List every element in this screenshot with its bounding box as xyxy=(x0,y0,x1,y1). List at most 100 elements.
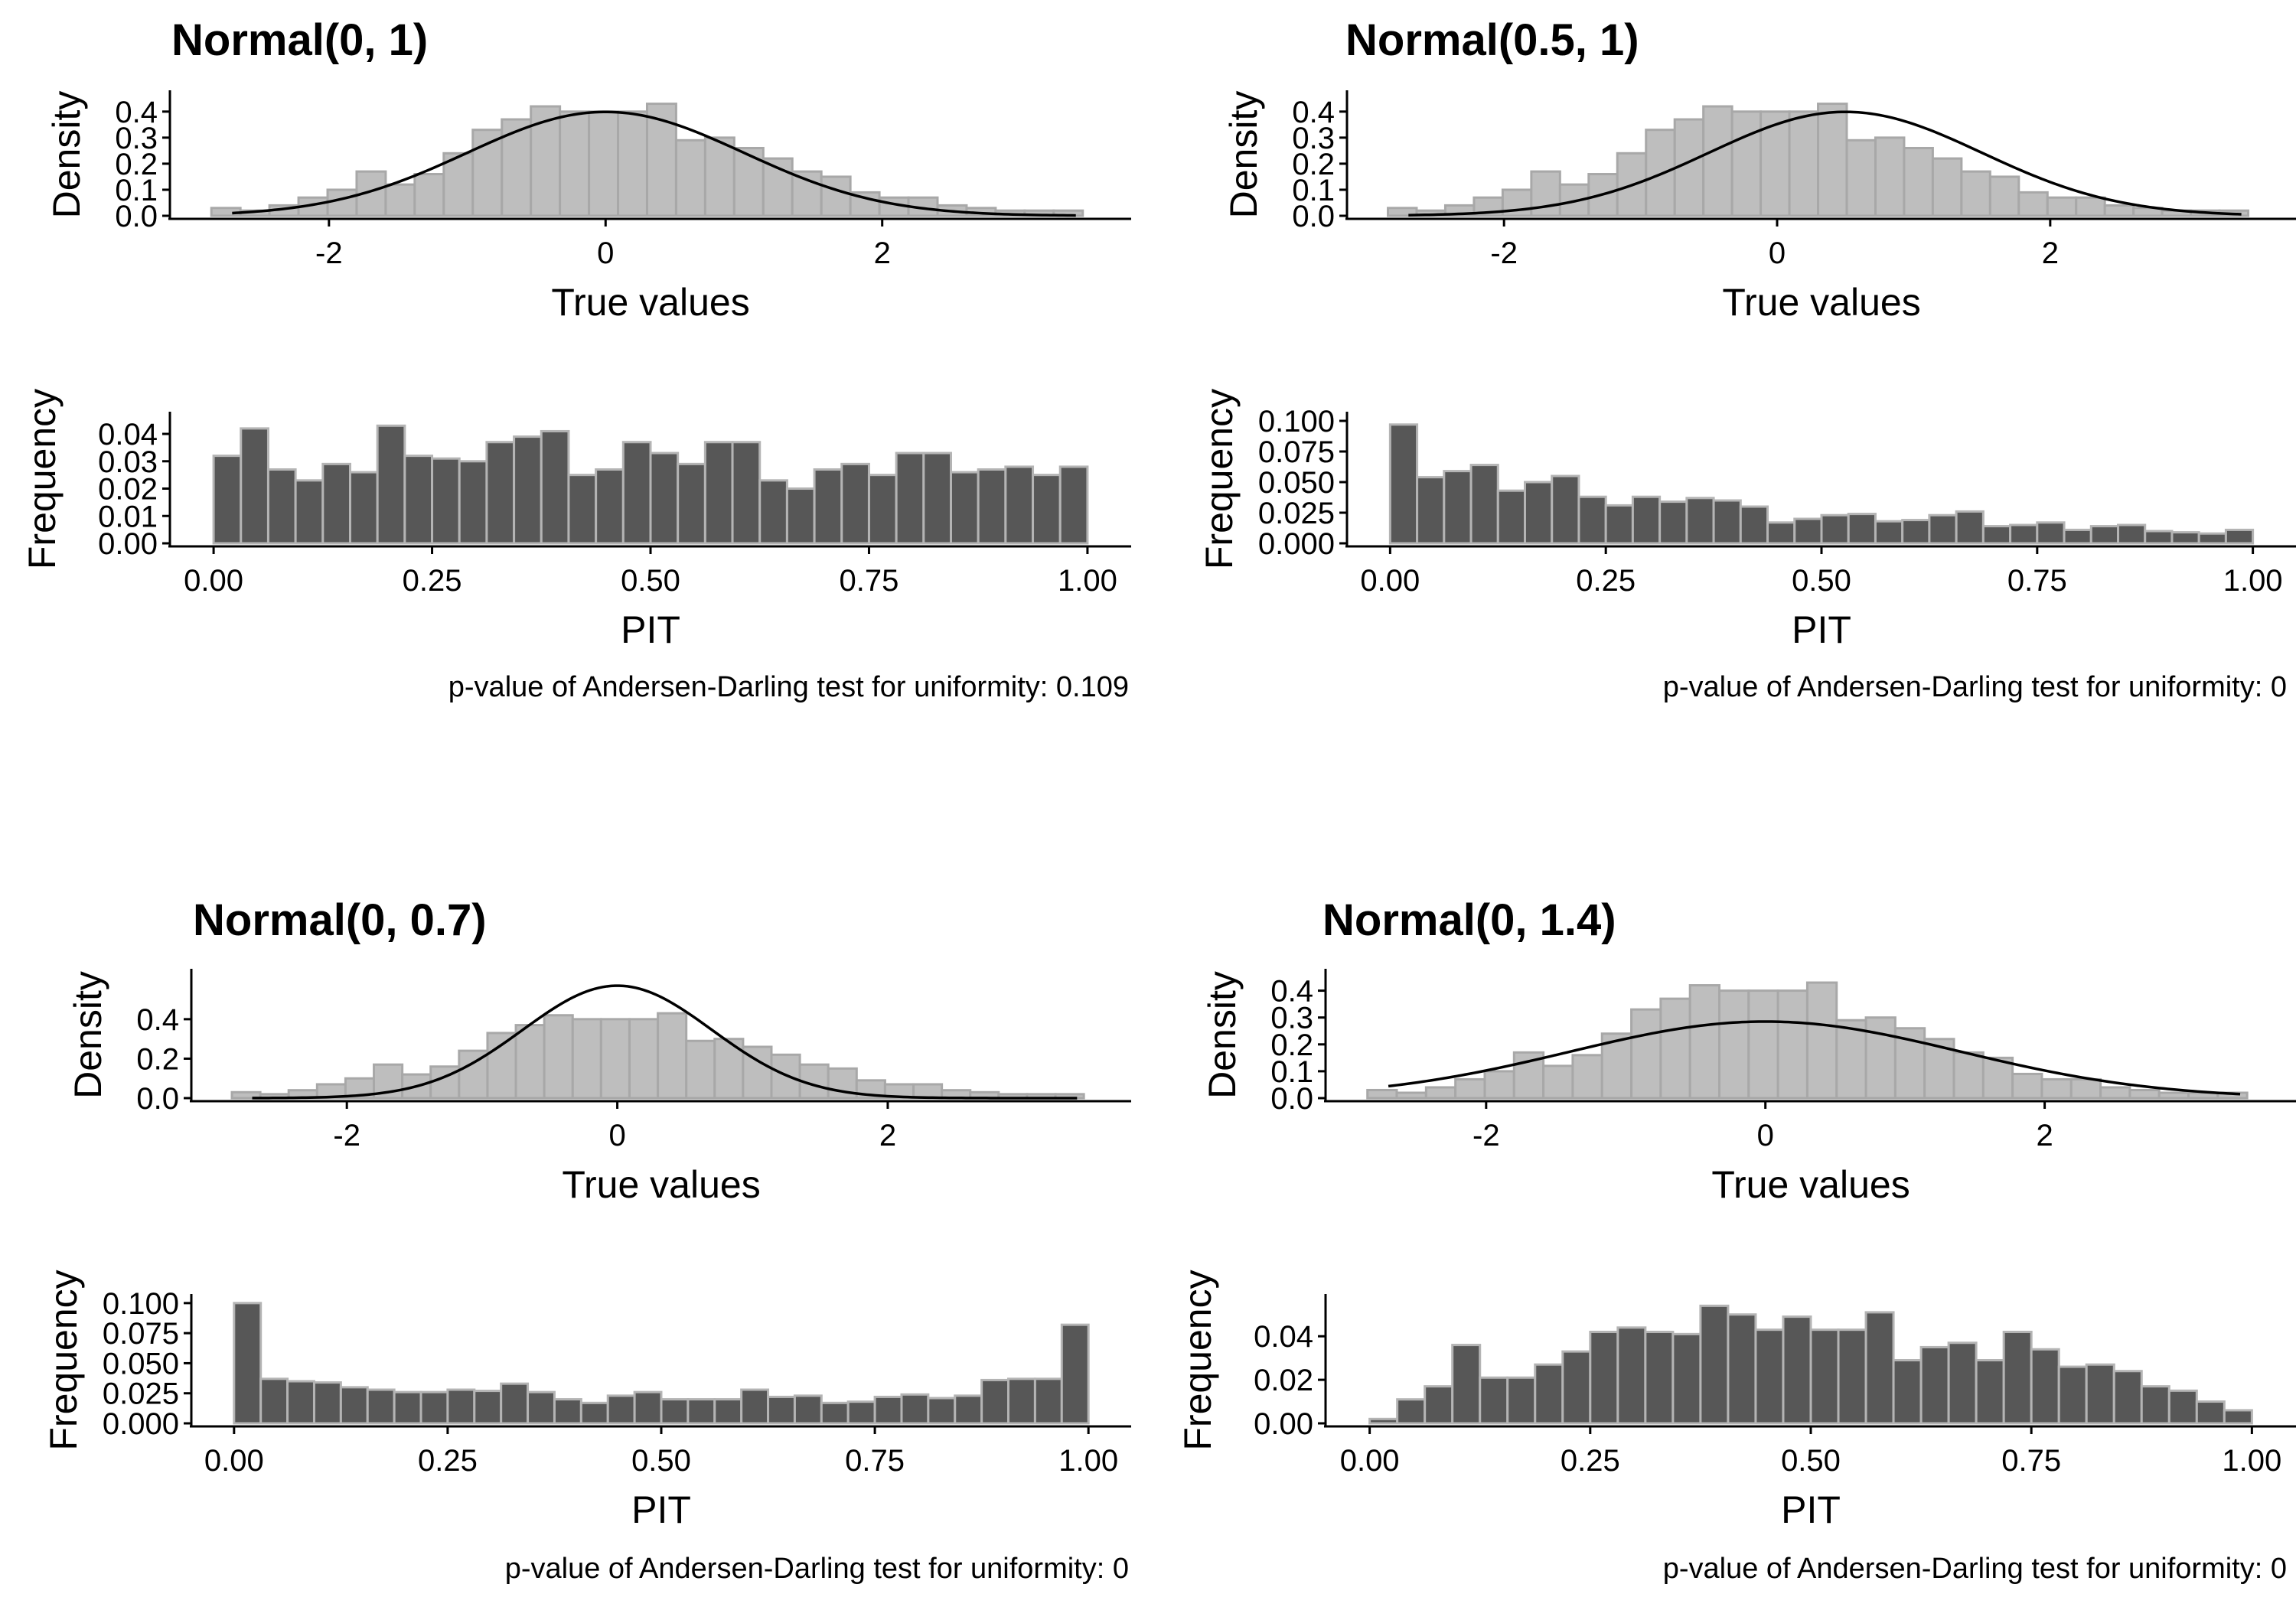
pit-bar-0 xyxy=(212,455,243,545)
density-bar-16 xyxy=(685,1039,716,1100)
normal-density-curve xyxy=(1408,110,2242,217)
pit-bar-27 xyxy=(954,1394,983,1425)
y-tick-label: 0.100 xyxy=(103,1287,179,1321)
y-tick-label: 0.050 xyxy=(103,1347,179,1380)
density-bar-24 xyxy=(912,1083,944,1100)
x-tick-label: 0.25 xyxy=(1561,1444,1620,1478)
density-bar-11 xyxy=(530,105,562,217)
pit-bar-6 xyxy=(1534,1363,1564,1425)
y-axis-title: Density xyxy=(1201,971,1244,1099)
density-bar-13 xyxy=(588,110,620,217)
density-bar-24 xyxy=(2075,196,2106,217)
density-bar-7 xyxy=(1571,1054,1603,1100)
y-tick-label: 0.0 xyxy=(1292,200,1335,233)
panel-1: 0.000.010.020.030.040.00 0.25 0.50 0.75 1.00… xyxy=(21,389,1131,703)
y-tick-label: 0.04 xyxy=(1254,1320,1313,1354)
x-tick-label: 2 xyxy=(2036,1119,2053,1152)
pit-bar-19 xyxy=(740,1388,770,1425)
x-tick-label: 0.00 xyxy=(204,1444,264,1478)
pit-bar-24 xyxy=(873,1395,903,1425)
x-tick-label: 0.25 xyxy=(418,1444,478,1478)
pit-bar-1 xyxy=(240,427,269,545)
y-tick-label: 0.075 xyxy=(1258,435,1335,469)
pit-bar-4 xyxy=(1479,1376,1509,1425)
density-bar-8 xyxy=(1600,1032,1633,1100)
pit-bar-23 xyxy=(2002,1331,2033,1425)
pit-bar-24 xyxy=(2030,1348,2060,1425)
pit-bar-10 xyxy=(1658,500,1688,545)
x-axis-title: True values xyxy=(551,281,749,324)
pit-bar-9 xyxy=(458,460,488,545)
density-bar-12 xyxy=(571,1018,602,1100)
pit-bar-19 xyxy=(731,441,762,545)
normal-density-curve xyxy=(252,984,1078,1100)
pit-bar-23 xyxy=(840,462,870,545)
pit-bar-23 xyxy=(846,1400,876,1425)
density-bar-12 xyxy=(1717,989,1750,1100)
pit-bar-28 xyxy=(2144,530,2174,545)
pit-bar-25 xyxy=(895,451,925,545)
x-axis-title: True values xyxy=(562,1163,760,1206)
pit-bar-21 xyxy=(793,1394,823,1425)
x-tick-label: 2 xyxy=(879,1119,896,1152)
y-tick-label: 0.1 xyxy=(1292,174,1335,207)
x-tick-label: 0.50 xyxy=(1792,564,1851,598)
x-tick-label: 0 xyxy=(1769,236,1786,270)
x-tick-label: 1.00 xyxy=(2222,1444,2281,1478)
pit-bar-4 xyxy=(1496,489,1526,545)
y-tick-label: 0.4 xyxy=(115,96,158,129)
density-bar-16 xyxy=(674,139,706,217)
x-tick-label: 0.50 xyxy=(631,1444,691,1478)
x-tick-label: 0 xyxy=(1757,1119,1774,1152)
density-bar-22 xyxy=(2011,1072,2043,1100)
y-tick-label: 0.025 xyxy=(103,1377,179,1411)
x-axis-title: True values xyxy=(1722,281,1920,324)
y-tick-label: 0.01 xyxy=(98,500,158,533)
pit-bar-31 xyxy=(2223,1409,2253,1425)
normal-density-curve xyxy=(232,110,1076,217)
density-bar-25 xyxy=(2103,204,2135,217)
pit-bar-18 xyxy=(713,1398,743,1425)
pit-bar-3 xyxy=(312,1381,342,1425)
y-tick-label: 0.4 xyxy=(136,1003,179,1037)
pit-bar-1 xyxy=(1416,476,1446,545)
x-tick-label: 0.25 xyxy=(403,564,462,598)
x-tick-label: 0.75 xyxy=(845,1444,905,1478)
pit-bar-10 xyxy=(500,1382,530,1425)
x-tick-label: -2 xyxy=(333,1119,360,1152)
x-tick-label: -2 xyxy=(1490,236,1518,270)
x-tick-label: 0.75 xyxy=(840,564,899,598)
pit-bar-12 xyxy=(1712,499,1742,545)
y-tick-label: 0.00 xyxy=(1254,1407,1313,1441)
density-bar-11 xyxy=(1702,105,1733,217)
density-bar-12 xyxy=(1730,110,1763,217)
pit-bar-16 xyxy=(660,1398,690,1425)
pit-bar-24 xyxy=(2036,521,2066,545)
pit-bar-7 xyxy=(1577,495,1607,545)
pit-bar-13 xyxy=(1739,505,1769,545)
density-bar-13 xyxy=(599,1018,631,1100)
y-tick-label: 0.02 xyxy=(1254,1364,1313,1397)
pit-bar-11 xyxy=(1671,1332,1702,1425)
y-axis-title: Density xyxy=(45,91,88,219)
pit-bar-28 xyxy=(2140,1385,2170,1425)
density-bar-0 xyxy=(1366,1088,1398,1100)
pit-bar-18 xyxy=(1864,1311,1895,1425)
pit-bar-6 xyxy=(1551,474,1580,545)
pit-bar-5 xyxy=(349,471,379,545)
pit-bar-26 xyxy=(927,1397,957,1425)
pit-bar-17 xyxy=(1837,1328,1867,1425)
density-bar-2 xyxy=(1424,1086,1457,1100)
density-bar-10 xyxy=(1673,118,1705,217)
panel-4: 0.0 0.2 0.4 -2 0 2 True values Density Normal(0,… xyxy=(67,895,1131,1206)
pit-bar-13 xyxy=(1727,1313,1757,1425)
pit-bar-28 xyxy=(980,1378,1010,1425)
x-tick-label: 0 xyxy=(608,1119,625,1152)
y-tick-label: 0.1 xyxy=(1270,1055,1313,1089)
pit-bar-14 xyxy=(1766,521,1796,545)
y-tick-label: 0.0 xyxy=(115,200,158,233)
pit-bar-12 xyxy=(553,1398,582,1425)
pit-bar-31 xyxy=(1060,1323,1090,1425)
